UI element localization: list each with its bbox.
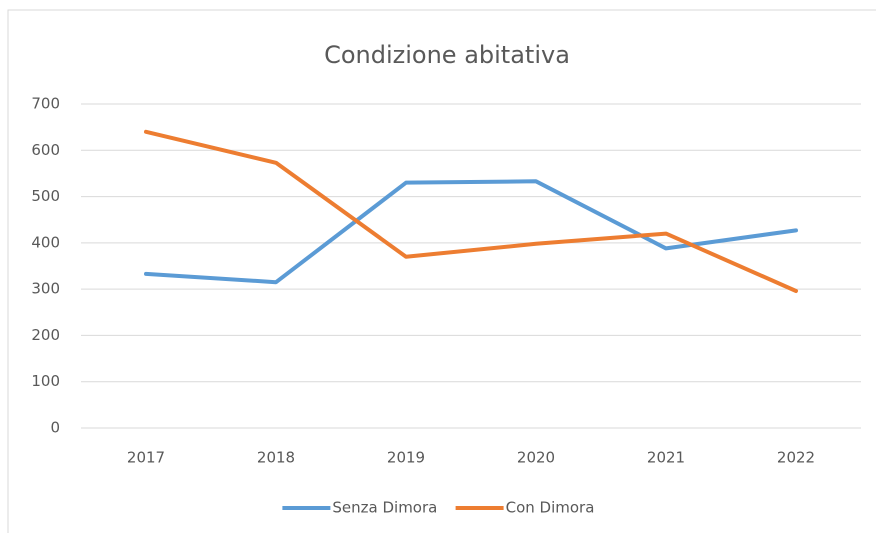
y-tick-label: 100: [31, 372, 60, 390]
chart-border: [7, 9, 876, 533]
x-tick-label: 2020: [517, 449, 555, 467]
y-tick-label: 600: [31, 141, 60, 159]
x-tick-label: 2017: [127, 449, 165, 467]
x-tick-label: 2022: [777, 449, 815, 467]
x-tick-label: 2021: [647, 449, 685, 467]
y-tick-label: 700: [31, 95, 60, 113]
series-line: [144, 129, 798, 293]
y-tick-label: 300: [31, 280, 60, 298]
y-tick-label: 0: [50, 419, 60, 437]
x-tick-label: 2018: [257, 449, 295, 467]
chart-title: Condizione abitativa: [324, 41, 570, 69]
y-tick-label: 200: [31, 326, 60, 344]
x-tick-label: 2019: [387, 449, 425, 467]
series-line: [144, 179, 798, 285]
legend-label: Senza Dimora: [332, 499, 437, 517]
y-tick-label: 500: [31, 187, 60, 205]
legend-label: Con Dimora: [506, 499, 595, 517]
y-tick-label: 400: [31, 233, 60, 251]
